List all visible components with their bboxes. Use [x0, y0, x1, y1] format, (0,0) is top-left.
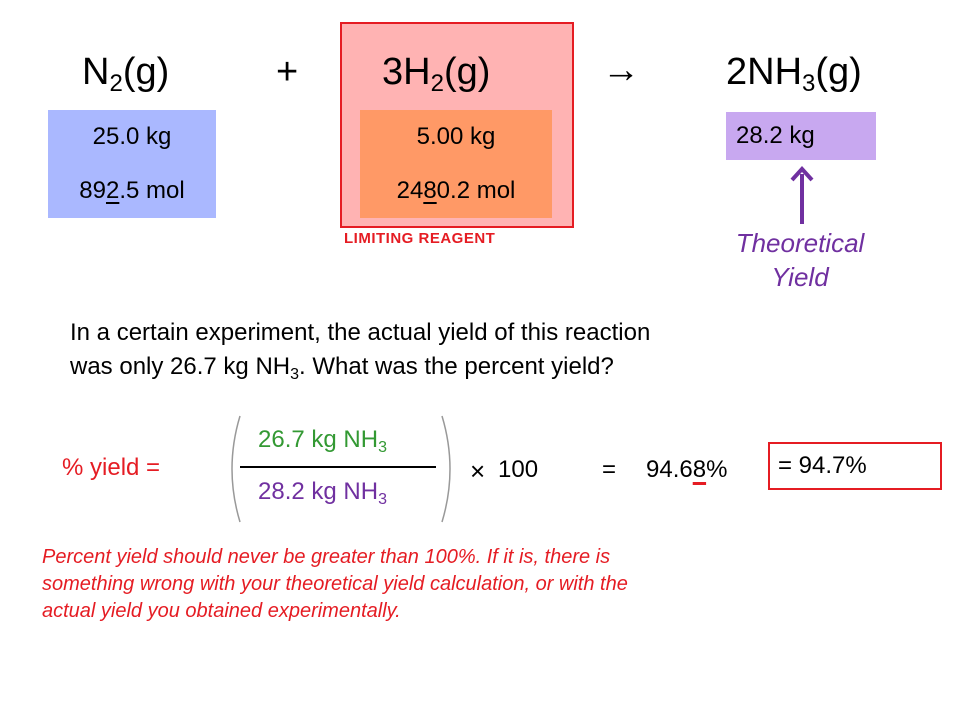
note-line-3: actual yield you obtained experimentally… [42, 600, 401, 622]
h2-formula: 3H [382, 51, 431, 93]
raw-percent-yield: 94.68% [646, 456, 728, 483]
equals-sign: = [602, 456, 617, 483]
h2-subscript: 2 [430, 70, 444, 97]
h2-state: (g) [443, 51, 491, 93]
h2-mass: 5.00 kg [416, 123, 496, 150]
h2-quantity-box: 5.00 kg 2480.2 mol [360, 110, 552, 218]
fraction-bar [240, 466, 436, 468]
arrow-up-icon [790, 166, 814, 224]
n2-sigfig-digit: 2 [105, 177, 120, 204]
n2-subscript: 2 [109, 70, 123, 97]
plus-sign: + [276, 51, 299, 93]
left-paren-icon [231, 415, 241, 523]
hundred-value: 100 [498, 456, 539, 483]
n2-formula: N [82, 51, 110, 93]
note-line-1: Percent yield should never be greater th… [42, 546, 611, 568]
reaction-arrow-icon: → [602, 49, 640, 91]
theoretical-yield-label: Theoretical Yield [735, 228, 865, 292]
product-nh3: 2NH3(g) [726, 50, 862, 97]
question-text: In a certain experiment, the actual yiel… [70, 316, 650, 384]
n2-quantity-box: 25.0 kg 892.5 mol [48, 110, 216, 218]
n2-mass: 25.0 kg [92, 123, 172, 150]
rounded-answer-box: = 94.7% [768, 442, 942, 490]
nh3-formula: 2NH [726, 51, 803, 93]
fraction-numerator: 26.7 kg NH3 [258, 426, 387, 456]
n2-moles: 892.5 mol [79, 177, 185, 204]
fraction-denominator: 28.2 kg NH3 [258, 478, 387, 508]
reactant-n2: N2(g) [82, 50, 170, 97]
percent-yield-label: % yield = [62, 454, 161, 481]
right-paren-icon [441, 415, 451, 523]
n2-state: (g) [122, 51, 170, 93]
rounded-percent-yield: = 94.7% [778, 452, 867, 479]
h2-moles: 2480.2 mol [396, 177, 516, 204]
question-line-2: was only 26.7 kg NH3. What was the perce… [70, 353, 614, 383]
times-icon: × [470, 456, 486, 486]
question-line-1: In a certain experiment, the actual yiel… [70, 319, 651, 346]
raw-sigfig-digit: 8 [692, 456, 707, 483]
nh3-quantity-box: 28.2 kg [726, 112, 876, 160]
note-line-2: something wrong with your theoretical yi… [42, 573, 628, 595]
nh3-subscript: 3 [802, 70, 816, 97]
percent-yield-note: Percent yield should never be greater th… [42, 544, 628, 625]
h2-sigfig-digit: 8 [423, 177, 437, 204]
limiting-reagent-label: LIMITING REAGENT [344, 230, 496, 247]
reactant-h2: 3H2(g) [382, 50, 491, 97]
nh3-mass: 28.2 kg [736, 122, 815, 149]
nh3-state: (g) [815, 51, 862, 93]
